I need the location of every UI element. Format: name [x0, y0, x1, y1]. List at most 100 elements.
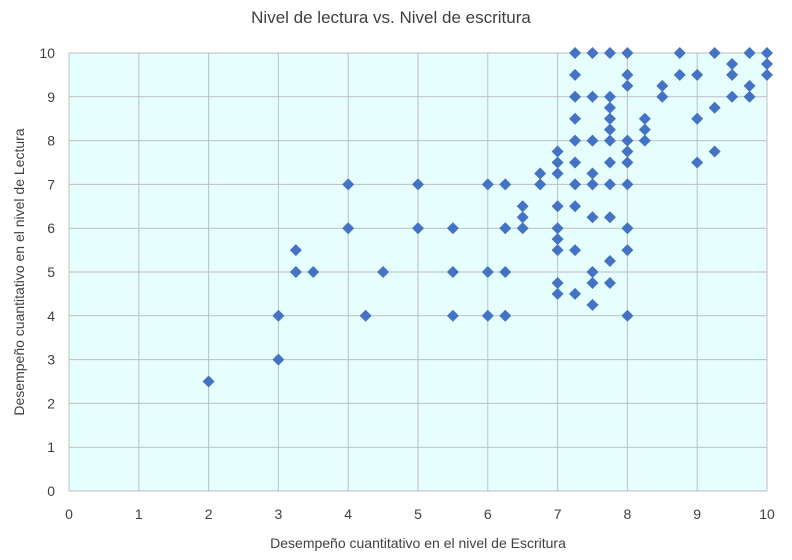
- data-point: [603, 47, 616, 59]
- data-point: [586, 266, 599, 278]
- data-point: [551, 276, 564, 289]
- data-points: [202, 47, 773, 388]
- data-point: [569, 287, 582, 300]
- data-point: [551, 287, 564, 300]
- data-point: [656, 79, 669, 92]
- data-point: [603, 211, 616, 224]
- y-tick-label: 0: [47, 483, 55, 499]
- x-tick-label: 8: [624, 506, 632, 522]
- data-point: [342, 178, 355, 191]
- data-point: [446, 222, 459, 235]
- x-tick-label: 4: [344, 506, 352, 522]
- data-point: [551, 200, 564, 213]
- data-point: [621, 134, 634, 147]
- data-point: [621, 178, 634, 191]
- data-point: [569, 178, 582, 191]
- data-point: [516, 211, 529, 224]
- data-point: [586, 211, 599, 224]
- data-point: [708, 101, 721, 114]
- data-point: [621, 244, 634, 257]
- x-tick-label: 1: [135, 506, 143, 522]
- data-point: [621, 309, 634, 322]
- data-point: [307, 266, 320, 278]
- data-point: [761, 47, 773, 59]
- data-point: [377, 266, 390, 278]
- x-tick-label: 7: [554, 506, 562, 522]
- data-point: [673, 68, 686, 81]
- data-point: [516, 222, 529, 235]
- data-point: [289, 244, 302, 257]
- x-tick-label: 2: [205, 506, 213, 522]
- y-tick-label: 7: [47, 176, 55, 192]
- data-point: [481, 178, 494, 191]
- data-point: [638, 112, 651, 125]
- data-point: [272, 353, 285, 366]
- x-tick-label: 6: [484, 506, 492, 522]
- y-tick-label: 4: [47, 308, 55, 324]
- data-point: [708, 145, 721, 158]
- data-point: [673, 47, 686, 59]
- data-point: [412, 178, 424, 191]
- data-point: [569, 90, 582, 103]
- data-point: [586, 178, 599, 191]
- x-tick-label: 0: [65, 506, 73, 522]
- data-point: [603, 90, 616, 103]
- y-tick-label: 1: [47, 439, 55, 455]
- data-point: [534, 167, 547, 180]
- data-point: [603, 112, 616, 125]
- data-point: [446, 309, 459, 322]
- data-point: [603, 123, 616, 136]
- data-point: [202, 375, 215, 388]
- data-point: [586, 276, 599, 289]
- data-point: [743, 79, 756, 92]
- x-axis-ticks: 0 1 2 3 4 5 6 7 8 9 10: [65, 506, 775, 522]
- y-tick-label: 10: [39, 45, 55, 61]
- data-point: [499, 266, 512, 278]
- data-point: [603, 156, 616, 169]
- data-point: [621, 47, 634, 59]
- data-point: [621, 145, 634, 158]
- y-tick-label: 9: [47, 89, 55, 105]
- data-point: [603, 276, 616, 289]
- data-point: [621, 156, 634, 169]
- data-point: [481, 266, 494, 278]
- data-point: [569, 112, 582, 125]
- data-point: [726, 57, 739, 70]
- data-point: [551, 167, 564, 180]
- data-point: [534, 178, 547, 191]
- data-point: [569, 200, 582, 213]
- data-point: [621, 79, 634, 92]
- y-tick-label: 5: [47, 264, 55, 280]
- data-point: [569, 244, 582, 257]
- data-point: [586, 90, 599, 103]
- y-tick-label: 6: [47, 220, 55, 236]
- data-point: [586, 134, 599, 147]
- data-point: [412, 222, 424, 235]
- y-axis-label: Desempeño cuantitativo en el nivel de Le…: [11, 128, 27, 415]
- data-point: [621, 222, 634, 235]
- data-point: [621, 68, 634, 81]
- data-point: [743, 90, 756, 103]
- data-point: [603, 134, 616, 147]
- data-point: [569, 134, 582, 147]
- data-point: [586, 298, 599, 311]
- data-point: [743, 47, 756, 59]
- data-point: [761, 68, 773, 81]
- data-point: [499, 178, 512, 191]
- y-axis-ticks: 0 1 2 3 4 5 6 7 8 9 10: [39, 45, 55, 499]
- data-point: [569, 47, 582, 59]
- data-point: [569, 156, 582, 169]
- data-point: [691, 156, 704, 169]
- x-tick-label: 5: [414, 506, 422, 522]
- x-tick-label: 10: [759, 506, 775, 522]
- data-point: [551, 156, 564, 169]
- data-point: [551, 222, 564, 235]
- data-point: [586, 167, 599, 180]
- data-point: [761, 57, 773, 70]
- data-point: [603, 178, 616, 191]
- data-point: [551, 244, 564, 257]
- data-point: [551, 233, 564, 246]
- data-point: [272, 309, 285, 322]
- data-point: [446, 266, 459, 278]
